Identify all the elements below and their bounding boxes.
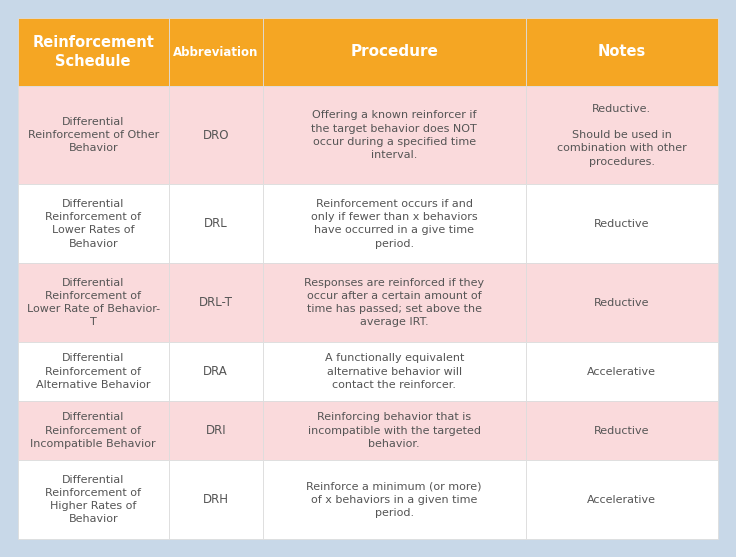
Text: DRL: DRL <box>204 217 227 231</box>
Bar <box>18 263 169 342</box>
Text: DRH: DRH <box>202 493 229 506</box>
Bar <box>169 342 263 401</box>
Bar <box>169 86 263 184</box>
Bar <box>526 342 718 401</box>
Bar <box>263 86 526 184</box>
Text: Differential
Reinforcement of
Lower Rates of
Behavior: Differential Reinforcement of Lower Rate… <box>45 199 141 248</box>
Text: Reinforce a minimum (or more)
of x behaviors in a given time
period.: Reinforce a minimum (or more) of x behav… <box>306 481 482 518</box>
Text: Differential
Reinforcement of Other
Behavior: Differential Reinforcement of Other Beha… <box>28 117 159 153</box>
Bar <box>263 460 526 539</box>
Bar <box>169 18 263 86</box>
Bar <box>169 401 263 460</box>
Bar <box>526 460 718 539</box>
Text: Procedure: Procedure <box>350 45 438 60</box>
Bar <box>263 18 526 86</box>
Bar <box>18 401 169 460</box>
Text: Differential
Reinforcement of
Incompatible Behavior: Differential Reinforcement of Incompatib… <box>30 413 156 449</box>
Bar <box>526 401 718 460</box>
Text: Reinforcement occurs if and
only if fewer than x behaviors
have occurred in a gi: Reinforcement occurs if and only if fewe… <box>311 199 478 248</box>
Text: Differential
Reinforcement of
Lower Rate of Behavior-
T: Differential Reinforcement of Lower Rate… <box>26 278 160 328</box>
Text: Notes: Notes <box>598 45 646 60</box>
Bar <box>18 86 169 184</box>
Text: Offering a known reinforcer if
the target behavior does NOT
occur during a speci: Offering a known reinforcer if the targe… <box>311 110 477 160</box>
Text: Differential
Reinforcement of
Higher Rates of
Behavior: Differential Reinforcement of Higher Rat… <box>45 475 141 524</box>
Text: DRI: DRI <box>205 424 226 437</box>
Text: Reinforcement
Schedule: Reinforcement Schedule <box>32 35 154 70</box>
Text: DRL-T: DRL-T <box>199 296 233 309</box>
Text: Responses are reinforced if they
occur after a certain amount of
time has passed: Responses are reinforced if they occur a… <box>304 278 484 328</box>
Bar <box>526 18 718 86</box>
Bar <box>263 401 526 460</box>
Bar <box>263 263 526 342</box>
Bar <box>169 460 263 539</box>
Bar <box>169 184 263 263</box>
Text: A functionally equivalent
alternative behavior will
contact the reinforcer.: A functionally equivalent alternative be… <box>325 353 464 390</box>
Bar <box>18 184 169 263</box>
Text: Reductive: Reductive <box>594 426 649 436</box>
Bar <box>526 184 718 263</box>
Text: DRO: DRO <box>202 129 229 141</box>
Text: Accelerative: Accelerative <box>587 367 657 377</box>
Text: Differential
Reinforcement of
Alternative Behavior: Differential Reinforcement of Alternativ… <box>36 353 150 390</box>
Text: DRA: DRA <box>203 365 228 378</box>
Text: Reinforcing behavior that is
incompatible with the targeted
behavior.: Reinforcing behavior that is incompatibl… <box>308 413 481 449</box>
Bar <box>263 184 526 263</box>
Bar <box>263 342 526 401</box>
Bar <box>526 86 718 184</box>
Text: Abbreviation: Abbreviation <box>173 46 258 58</box>
Text: Reductive.

Should be used in
combination with other
procedures.: Reductive. Should be used in combination… <box>557 104 687 167</box>
Bar <box>526 263 718 342</box>
Bar <box>18 342 169 401</box>
Bar <box>169 263 263 342</box>
Text: Accelerative: Accelerative <box>587 495 657 505</box>
Bar <box>18 460 169 539</box>
Bar <box>18 18 169 86</box>
Text: Reductive: Reductive <box>594 219 649 229</box>
Text: Reductive: Reductive <box>594 297 649 307</box>
